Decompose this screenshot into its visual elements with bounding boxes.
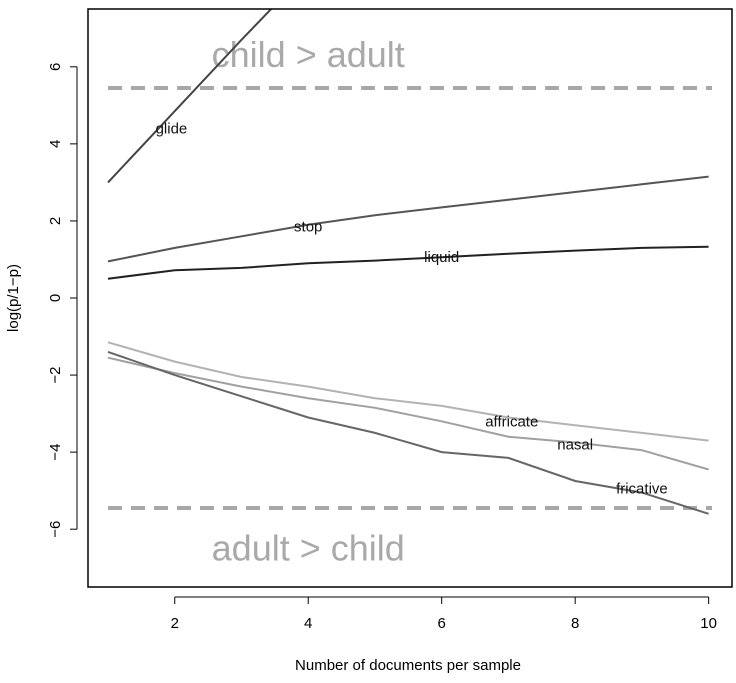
- series-label-liquid: liquid: [424, 249, 459, 266]
- annotation-adult-gt-child: adult > child: [212, 527, 405, 568]
- series-label-affricate: affricate: [485, 413, 538, 430]
- series-label-fricative: fricative: [616, 481, 668, 498]
- series-line-stop: [107, 175, 709, 263]
- x-axis-title: Number of documents per sample: [295, 657, 521, 674]
- x-axis: 2 4 6 8 10: [171, 596, 717, 632]
- y-tick-label: 6: [47, 63, 64, 71]
- x-tick-label: 10: [700, 615, 717, 632]
- series-line-nasal: [107, 356, 709, 471]
- series-lines: [107, 9, 709, 515]
- y-tick-label: 4: [47, 140, 64, 148]
- y-tick-label: 0: [47, 294, 64, 302]
- y-axis-title: log(p/1−p): [5, 264, 22, 332]
- x-tick-label: 6: [438, 615, 446, 632]
- y-tick-label: −4: [47, 444, 64, 461]
- series-label-stop: stop: [294, 219, 322, 236]
- series-line-liquid: [107, 245, 709, 280]
- series-label-nasal: nasal: [557, 436, 593, 453]
- series-line-fricative: [107, 350, 709, 515]
- series-line-glide: [107, 9, 273, 184]
- y-tick-label: −2: [47, 367, 64, 384]
- x-tick-label: 2: [171, 615, 179, 632]
- series-line-affricate: [107, 341, 709, 442]
- annotation-child-gt-adult: child > adult: [212, 34, 405, 75]
- x-tick-label: 8: [571, 615, 579, 632]
- x-tick-label: 4: [304, 615, 312, 632]
- y-tick-label: −6: [47, 521, 64, 538]
- series-label-glide: glide: [156, 120, 188, 137]
- threshold-lines: [108, 85, 712, 511]
- y-tick-label: 2: [47, 217, 64, 225]
- y-axis: −6 −4 −2 0 2 4 6: [47, 63, 78, 538]
- plot-frame: [87, 8, 733, 588]
